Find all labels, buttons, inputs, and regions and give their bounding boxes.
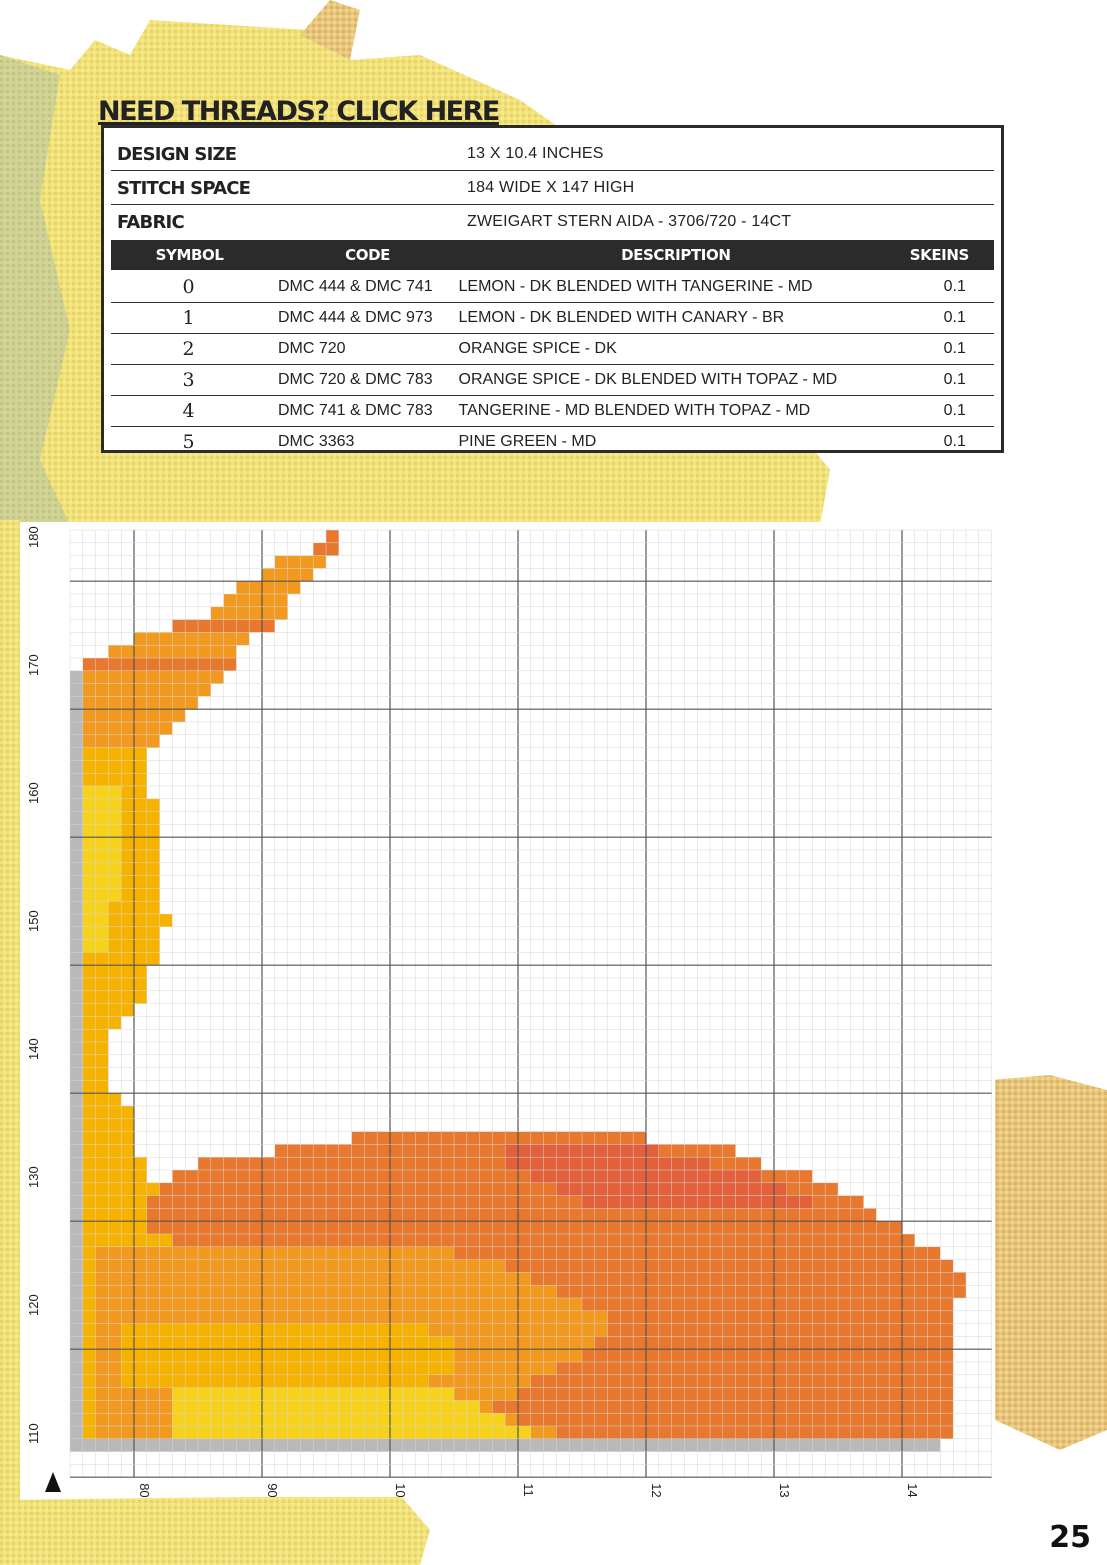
row-skeins: 0.1 xyxy=(943,370,966,388)
table-row: 4 DMC 741 & DMC 783 TANGERINE - MD BLEND… xyxy=(111,395,994,427)
row-code: DMC 444 & DMC 741 xyxy=(277,277,433,295)
header-description: DESCRIPTION xyxy=(621,246,731,264)
stitch-space-value: 184 WIDE X 147 HIGH xyxy=(467,179,635,196)
row-skeins: 0.1 xyxy=(943,277,966,295)
row-code: DMC 720 xyxy=(277,339,346,357)
row-symbol: 0 xyxy=(182,275,195,298)
stitch-run xyxy=(70,1118,134,1132)
stitch-run xyxy=(326,530,339,543)
need-threads-link[interactable]: NEED THREADS? CLICK HERE xyxy=(98,96,500,127)
y-tick-180: 180 xyxy=(26,526,41,548)
fabric-value: ZWEIGART STERN AIDA - 3706/720 - 14CT xyxy=(467,213,792,230)
stitch-run xyxy=(351,1131,646,1145)
fabric-label: FABRIC xyxy=(117,211,185,233)
row-code: DMC 444 & DMC 973 xyxy=(277,308,433,326)
stitch-run xyxy=(223,594,288,607)
info-row-stitch-space: STITCH SPACE 184 WIDE X 147 HIGH xyxy=(111,172,994,205)
row-description: ORANGE SPICE - DK BLENDED WITH TOPAZ - M… xyxy=(458,370,838,388)
x-tick-110: 110 xyxy=(521,1483,536,1497)
thread-key-table: DESIGN SIZE 13 X 10.4 INCHES STITCH SPAC… xyxy=(101,125,1004,453)
x-tick-100: 100 xyxy=(393,1483,408,1497)
stitch-run xyxy=(70,709,186,722)
table-row: 3 DMC 720 & DMC 783 ORANGE SPICE - DK BL… xyxy=(111,364,994,396)
design-size-value: 13 X 10.4 INCHES xyxy=(467,145,604,162)
info-row-design-size: DESIGN SIZE 13 X 10.4 INCHES xyxy=(111,138,994,171)
design-size-label: DESIGN SIZE xyxy=(117,143,237,165)
stitch-run xyxy=(146,1208,877,1222)
stitch-space-label: STITCH SPACE xyxy=(117,177,251,199)
row-skeins: 0.1 xyxy=(943,401,966,419)
y-tick-120: 120 xyxy=(26,1294,41,1316)
stitch-run xyxy=(70,1131,134,1145)
header-symbol: SYMBOL xyxy=(155,246,224,264)
x-tick-80: 80 xyxy=(137,1483,152,1497)
stitch-run xyxy=(134,632,250,646)
row-skeins: 0.1 xyxy=(943,308,966,326)
row-code: DMC 3363 xyxy=(277,432,355,450)
page-number: 25 xyxy=(1049,1520,1091,1555)
row-symbol: 3 xyxy=(182,368,195,391)
row-symbol: 1 xyxy=(182,306,195,329)
stitch-run xyxy=(70,1195,160,1209)
y-tick-160: 160 xyxy=(26,782,41,804)
header-skeins: SKEINS xyxy=(909,246,970,264)
axis-labels: 80 90 100 110 120 130 140 110 120 130 14… xyxy=(26,526,920,1497)
row-description: TANGERINE - MD BLENDED WITH TOPAZ - MD xyxy=(458,401,811,419)
header-code: CODE xyxy=(345,246,390,264)
table-row: 2 DMC 720 ORANGE SPICE - DK 0.1 xyxy=(111,333,994,365)
info-row-fabric: FABRIC ZWEIGART STERN AIDA - 3706/720 - … xyxy=(111,206,994,238)
x-tick-140: 140 xyxy=(905,1483,920,1497)
origin-arrow-icon xyxy=(45,1472,61,1492)
stitch-run xyxy=(70,734,160,748)
stitch-run xyxy=(70,1106,134,1119)
row-symbol: 4 xyxy=(182,399,195,422)
table-row: 5 DMC 3363 PINE GREEN - MD 0.1 xyxy=(111,426,994,457)
stitch-run xyxy=(70,1182,160,1196)
key-table-header: SYMBOL CODE DESCRIPTION SKEINS xyxy=(111,240,994,270)
row-description: ORANGE SPICE - DK xyxy=(458,339,617,357)
row-code: DMC 720 & DMC 783 xyxy=(277,370,433,388)
row-skeins: 0.1 xyxy=(943,432,966,450)
row-code: DMC 741 & DMC 783 xyxy=(277,401,433,419)
row-description: LEMON - DK BLENDED WITH CANARY - BR xyxy=(458,308,785,326)
row-description: LEMON - DK BLENDED WITH TANGERINE - MD xyxy=(458,277,813,295)
stitch-run xyxy=(70,1144,134,1158)
table-row: 0 DMC 444 & DMC 741 LEMON - DK BLENDED W… xyxy=(111,271,994,303)
stitch-run xyxy=(70,683,211,697)
y-tick-170: 170 xyxy=(26,654,41,676)
grid-lines xyxy=(69,529,992,1478)
row-symbol: 5 xyxy=(182,430,195,453)
y-tick-110: 110 xyxy=(26,1423,41,1444)
stitch-run xyxy=(236,581,301,594)
cross-stitch-chart: 80 90 100 110 120 130 140 110 120 130 14… xyxy=(20,522,995,1497)
chart-grid: 80 90 100 110 120 130 140 110 120 130 14… xyxy=(26,526,992,1497)
x-tick-130: 130 xyxy=(777,1483,792,1497)
row-description: PINE GREEN - MD xyxy=(458,432,597,450)
y-tick-140: 140 xyxy=(26,1038,41,1060)
y-tick-150: 150 xyxy=(26,910,41,932)
stitch-run xyxy=(70,1003,134,1017)
x-tick-90: 90 xyxy=(265,1483,280,1497)
stitch-run xyxy=(70,952,160,966)
y-tick-130: 130 xyxy=(26,1166,41,1188)
row-symbol: 2 xyxy=(182,337,195,360)
stitch-run xyxy=(146,1221,903,1234)
table-row: 1 DMC 444 & DMC 973 LEMON - DK BLENDED W… xyxy=(111,302,994,334)
x-tick-120: 120 xyxy=(649,1483,664,1497)
row-skeins: 0.1 xyxy=(943,339,966,357)
